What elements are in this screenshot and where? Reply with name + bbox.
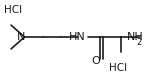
Text: O: O xyxy=(91,56,100,66)
Text: HCl: HCl xyxy=(4,5,22,15)
Text: HN: HN xyxy=(69,32,86,42)
Text: NH: NH xyxy=(127,32,143,42)
Text: N: N xyxy=(17,32,26,42)
Text: 2: 2 xyxy=(136,38,142,47)
Text: HCl: HCl xyxy=(109,63,127,73)
